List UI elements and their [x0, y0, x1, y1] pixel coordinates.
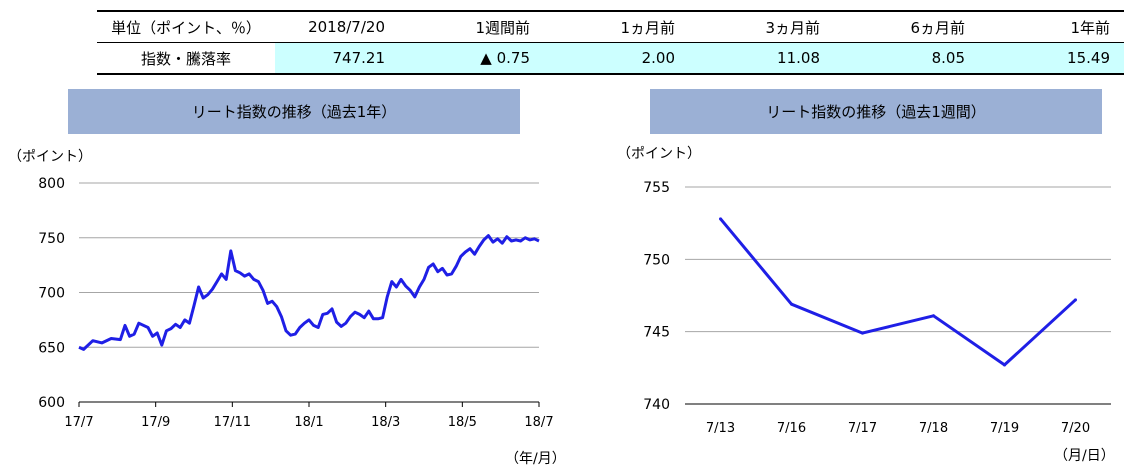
chart2-ylabel: （ポイント）: [617, 146, 701, 162]
chart2-xlabel: （月/日）: [1054, 448, 1115, 464]
summary-value-3month: 11.08: [689, 42, 834, 75]
chart2-data-point: [790, 302, 793, 306]
chart1-ytick-label: 650: [38, 340, 65, 356]
summary-header-3month: 3ヵ月前: [689, 10, 834, 43]
summary-table: 単位（ポイント、％） 2018/7/20 1週間前 1ヵ月前 3ヵ月前 6ヵ月前…: [97, 10, 1124, 75]
summary-value-6month: 8.05: [834, 42, 979, 75]
chart1-title: リート指数の推移（過去1年）: [68, 89, 520, 134]
chart1-xtick-label: 17/11: [214, 415, 251, 430]
chart2-data-point: [719, 217, 722, 221]
summary-header-1week: 1週間前: [399, 10, 544, 43]
chart2-ytick-label: 750: [643, 252, 670, 268]
chart2-xtick-label: 7/20: [1061, 421, 1090, 436]
chart2-weekly-line-chart: 755 750 745 740 7/13 7/16 7/17 7/18 7/19 7/20 （ポ…: [617, 146, 1115, 464]
chart2-data-point: [1003, 363, 1006, 367]
chart1-xtick-label: 17/7: [64, 415, 93, 430]
chart2-xtick-label: 7/19: [990, 421, 1019, 436]
chart2-ytick-label: 755: [643, 180, 670, 196]
summary-header-date: 2018/7/20: [275, 10, 399, 43]
summary-header-1year: 1年前: [979, 10, 1124, 43]
chart2-data-point: [932, 314, 935, 318]
chart2-ytick-label: 745: [643, 325, 670, 341]
chart1-xtick-label: 18/1: [294, 415, 323, 430]
chart2-xtick-label: 7/17: [848, 421, 877, 436]
summary-header-unit: 単位（ポイント、％）: [97, 10, 275, 43]
chart1-xtick-label: 17/9: [141, 415, 170, 430]
summary-value-1month: 2.00: [544, 42, 689, 75]
chart1-ytick-label: 600: [38, 395, 65, 411]
chart1-ytick-label: 750: [38, 231, 65, 247]
chart1-xtick-label: 18/5: [448, 415, 477, 430]
summary-header-6month: 6ヵ月前: [834, 10, 979, 43]
summary-value-1week: ▲ 0.75: [399, 42, 544, 75]
chart2-xtick-label: 7/18: [919, 421, 948, 436]
chart1-ytick-label: 700: [38, 286, 65, 302]
chart2-data-point: [1074, 298, 1077, 302]
chart1-ytick-label: 800: [38, 176, 65, 192]
summary-value-row: 指数・騰落率 747.21 ▲ 0.75 2.00 11.08 8.05 15.…: [97, 42, 1124, 75]
chart1-series-line: [78, 234, 540, 351]
chart2-xtick-label: 7/16: [777, 421, 806, 436]
chart1-xtick-label: 18/3: [371, 415, 400, 430]
chart1-xtick-label: 18/7: [524, 415, 553, 430]
summary-row-label: 指数・騰落率: [97, 42, 275, 75]
chart2-data-point: [861, 331, 864, 335]
summary-value-index: 747.21: [275, 42, 399, 75]
chart2-ytick-label: 740: [643, 397, 670, 413]
chart1-ylabel: （ポイント）: [8, 149, 92, 165]
chart1-xlabel: （年/月）: [505, 451, 566, 467]
chart2-series-line: [719, 217, 1077, 367]
chart2-xtick-label: 7/13: [706, 421, 735, 436]
summary-header-1month: 1ヵ月前: [544, 10, 689, 43]
summary-value-1year: 15.49: [979, 42, 1124, 75]
chart2-title: リート指数の推移（過去1週間）: [650, 89, 1102, 134]
chart1-yearly-line-chart: 800 750 700 650 600 17/7 17/9 17/11 18/1 18/3 18/…: [8, 149, 566, 467]
summary-header-row: 単位（ポイント、％） 2018/7/20 1週間前 1ヵ月前 3ヵ月前 6ヵ月前…: [97, 10, 1124, 43]
